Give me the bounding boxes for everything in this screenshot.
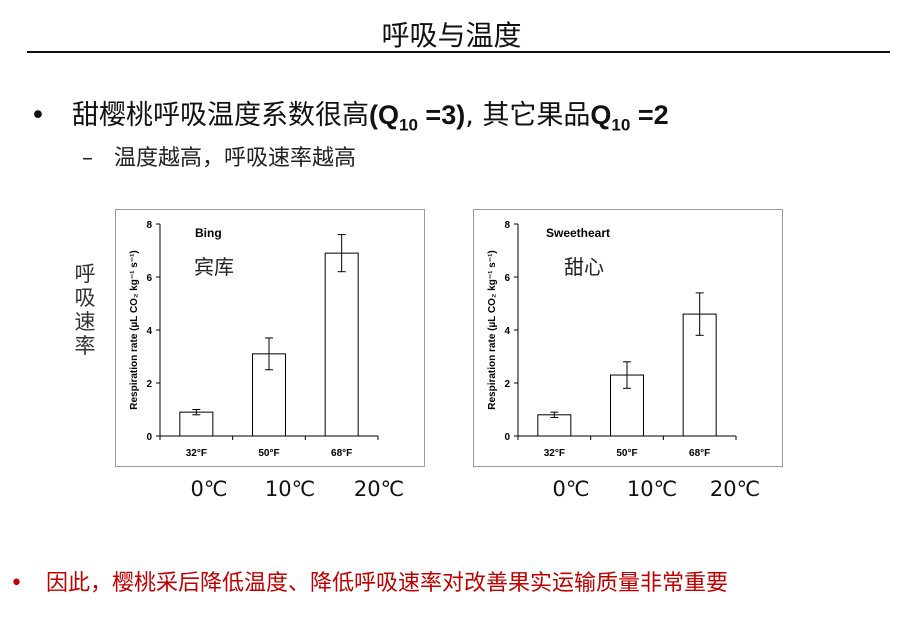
x-tick-label: 32°F (186, 448, 207, 459)
celsius-label: 20℃ (709, 477, 761, 501)
q10-open: (Q (369, 100, 399, 130)
main-bullet: • 甜樱桃呼吸温度系数很高(Q10 =3), 其它果品Q10 =2 (30, 93, 669, 135)
q10-value-cherry: (Q10 =3) (369, 100, 466, 134)
celsius-label: 0℃ (190, 477, 228, 501)
x-tick-label: 68°F (331, 448, 352, 459)
y-tick-label: 0 (504, 432, 510, 443)
chart-panel-bing: 0 2 4 6 8 32°F 50°F 68°F Bing 宾库 Respiration rate … (115, 209, 425, 467)
y-tick-label: 8 (504, 220, 510, 231)
conclusion-dot: • (10, 571, 23, 596)
celsius-label: 10℃ (626, 477, 678, 501)
side-label-char: 速 (74, 310, 96, 334)
y-tick-label: 8 (146, 220, 152, 231)
q10-subscript: 10 (399, 115, 418, 135)
conclusion-text: 因此，樱桃采后降低温度、降低呼吸速率对改善果实运输质量非常重要 (46, 571, 729, 596)
y-tick-label: 6 (146, 273, 152, 284)
y-tick-label: 0 (146, 432, 152, 443)
q10-close-2: =2 (630, 100, 669, 130)
x-tick-label: 50°F (616, 448, 637, 459)
title-rule (27, 51, 890, 53)
chart-title: Bing (195, 226, 222, 240)
bar (324, 252, 359, 437)
celsius-label: 0℃ (552, 477, 590, 501)
y-axis-label: Respiration rate (µL CO₂ kg⁻¹ s⁻¹) (129, 250, 140, 410)
q10-subscript-2: 10 (611, 115, 631, 135)
q10-value-other: Q10 =2 (590, 100, 669, 134)
y-axis-label: Respiration rate (µL CO₂ kg⁻¹ s⁻¹) (487, 250, 498, 410)
slide-title: 呼吸与温度 (381, 19, 522, 52)
side-label: 呼 吸 速 率 (72, 262, 98, 358)
chart-panel-sweetheart: 0 2 4 6 8 32°F 50°F 68°F Sweetheart 甜心 Respiration… (473, 209, 783, 467)
q10-close: =3) (417, 100, 466, 130)
celsius-label: 20℃ (353, 477, 405, 501)
side-label-char: 率 (74, 334, 96, 358)
y-tick-label: 4 (146, 326, 152, 337)
celsius-label: 10℃ (264, 477, 316, 501)
y-tick-label: 4 (504, 326, 510, 337)
sub-bullet-dash: – (82, 146, 93, 171)
bullet-text-other: , 其它果品 (465, 100, 591, 131)
chart-title: Sweetheart (546, 226, 610, 240)
bar (537, 414, 572, 437)
bar (179, 411, 214, 437)
x-tick-label: 50°F (258, 448, 279, 459)
x-tick-label: 68°F (689, 448, 710, 459)
sub-bullet-text: 温度越高，呼吸速率越高 (114, 146, 357, 171)
chart-annotation: 宾库 (194, 255, 234, 279)
y-tick-label: 6 (504, 273, 510, 284)
chart-annotation: 甜心 (564, 255, 604, 279)
conclusion-bullet: • 因此，樱桃采后降低温度、降低呼吸速率对改善果实运输质量非常重要 (10, 565, 728, 597)
side-label-char: 呼 (74, 262, 96, 286)
bullet-dot: • (30, 100, 46, 131)
chart-sweetheart: 0 2 4 6 8 32°F 50°F 68°F Sweetheart 甜心 Respiration… (487, 220, 737, 459)
side-label-char: 吸 (74, 286, 96, 310)
sub-bullet: – 温度越高，呼吸速率越高 (82, 140, 356, 172)
chart-bing: 0 2 4 6 8 32°F 50°F 68°F Bing 宾库 Respiration rate … (129, 220, 379, 459)
x-tick-label: 32°F (544, 448, 565, 459)
q10-letter: Q (590, 100, 612, 130)
y-tick-label: 2 (146, 379, 152, 390)
bullet-text-main: 甜樱桃呼吸温度系数很高 (72, 100, 369, 131)
y-tick-label: 2 (504, 379, 510, 390)
